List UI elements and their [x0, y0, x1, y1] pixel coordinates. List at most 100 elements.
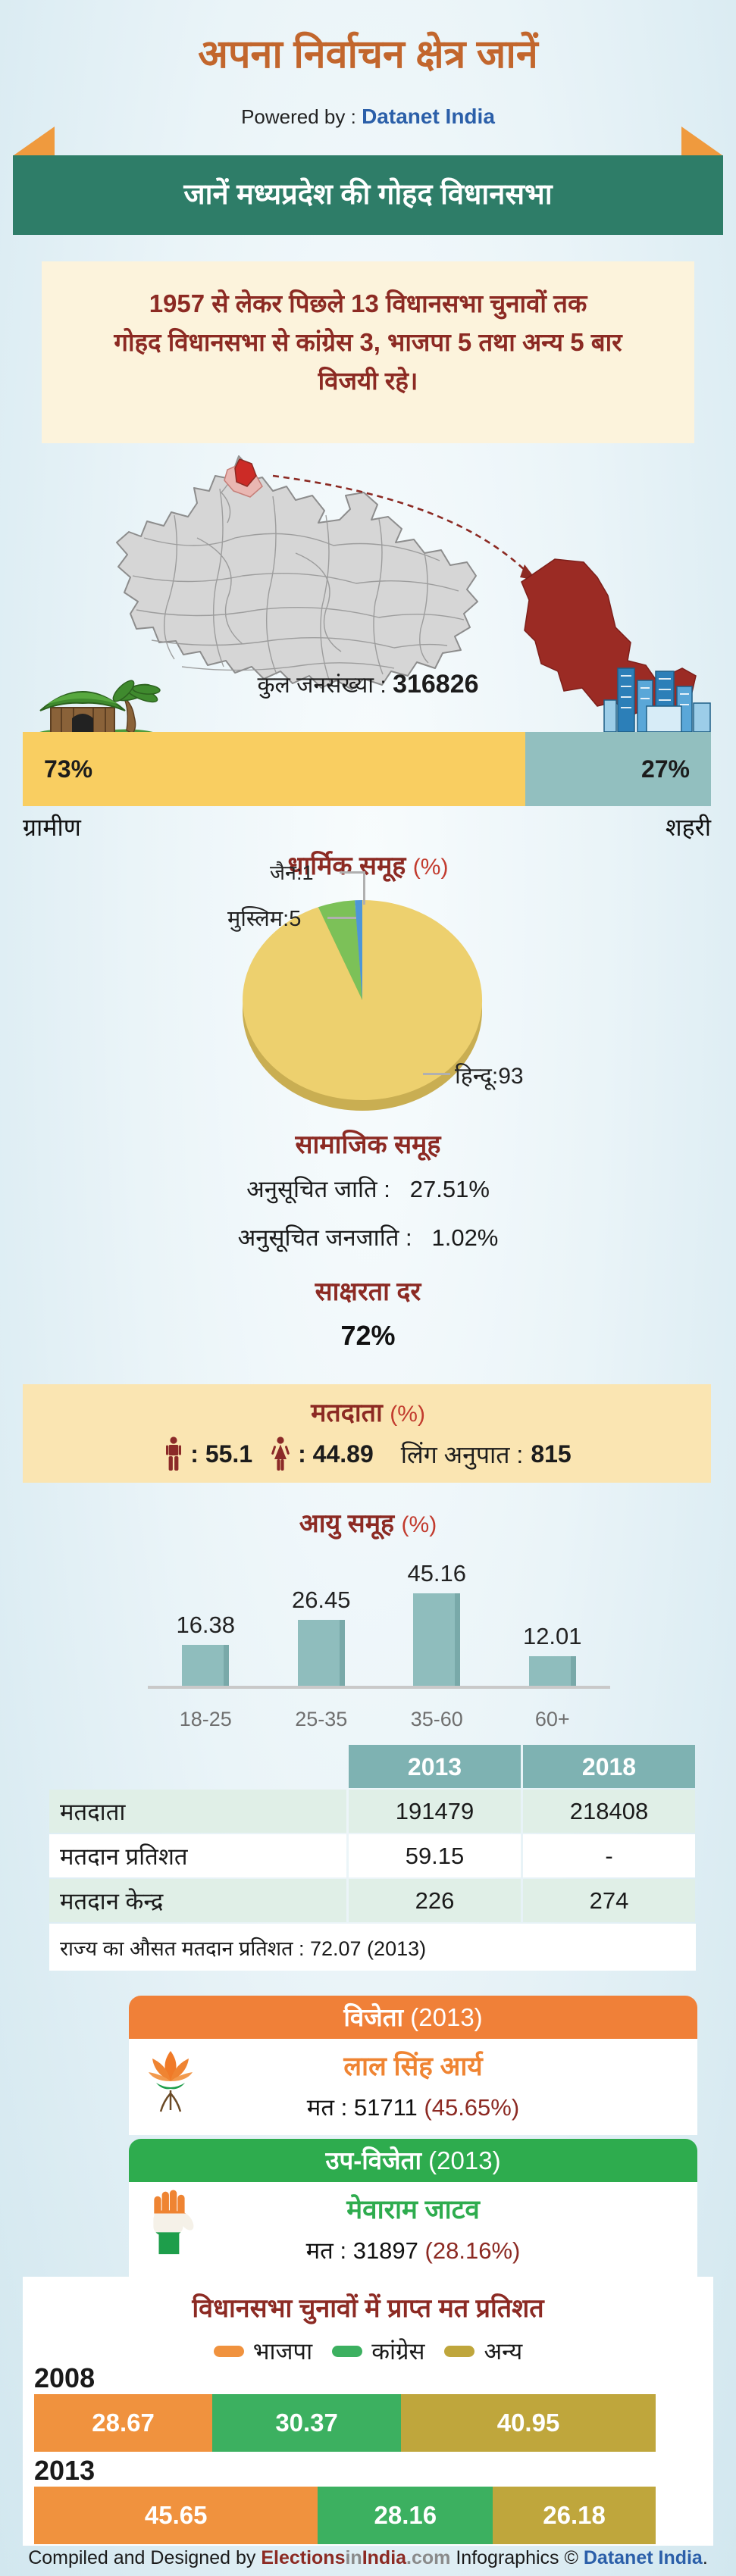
powered-by-label: Powered by :	[241, 105, 356, 128]
pie-slice-muslim	[318, 900, 362, 1000]
age-bar-value: 45.16	[407, 1560, 467, 1587]
pie-label-jain: जैन:1	[270, 861, 314, 884]
constituency-banner: जानें मध्यप्रदेश की गोहद विधानसभा	[13, 155, 723, 235]
age-bar-25-35: 26.45	[283, 1560, 359, 1686]
legend-item-अन्य: अन्य	[444, 2335, 522, 2367]
vote-share-segment-भाजपा: 28.67	[34, 2394, 213, 2452]
madhya-pradesh-map	[116, 455, 478, 690]
voters-box	[23, 1384, 711, 1483]
legend-label: अन्य	[484, 2338, 523, 2365]
legend-item-कांग्रेस: कांग्रेस	[332, 2335, 424, 2367]
urban-label: शहरी	[665, 814, 711, 841]
legend-swatch-icon	[213, 2345, 244, 2357]
age-bar-rect	[413, 1593, 461, 1686]
male-icon	[166, 1436, 182, 1471]
age-group-bar-chart: 16.38 26.45 45.16 12.01 18-25 25-35 35-60 60+	[148, 1557, 610, 1739]
sex-ratio-value: 815	[531, 1440, 572, 1468]
row-value: 191479	[349, 1790, 521, 1833]
pie-label-hindu: हिन्दू:93	[455, 1064, 524, 1089]
age-bar-rect	[297, 1620, 345, 1686]
winner-votes: मत : 51711 (45.65%)	[306, 2094, 520, 2121]
age-chart-axis	[148, 1686, 610, 1689]
powered-by: Powered by : Datanet India	[0, 105, 736, 129]
age-bar-35-60: 45.16	[399, 1560, 474, 1686]
footer-credit: Compiled and Designed by ElectionsinIndi…	[28, 2547, 708, 2568]
age-bar-18-25: 16.38	[168, 1560, 243, 1686]
age-category-label: 35-60	[410, 1708, 463, 1730]
social-title: सामाजिक समूह	[295, 1130, 441, 1159]
rural-pct: 73%	[44, 755, 93, 783]
state-average-note: राज्य का औसत मतदान प्रतिशत : 72.07 (2013…	[49, 1924, 696, 1971]
row-value: 59.15	[349, 1834, 521, 1877]
arrowhead-icon	[520, 564, 537, 580]
hindu-callout-line	[423, 1073, 450, 1075]
vote-share-bar-2013: 45.65 28.16 26.18	[34, 2487, 656, 2544]
vote-share-segment-कांग्रेस: 30.37	[212, 2394, 402, 2452]
village-hut-icon	[34, 680, 161, 739]
page-title: अपना निर्वाचन क्षेत्र जानें	[198, 33, 538, 77]
st-line: अनुसूचित जनजाति : 1.02%	[237, 1224, 499, 1251]
map-pointer-arrow	[272, 474, 530, 575]
gohad-district-highlight	[234, 458, 257, 487]
vote-share-year-label: 2008	[34, 2362, 96, 2393]
male-pct: : 55.1	[190, 1440, 253, 1468]
winner-name: लाल सिंह आर्य	[343, 2052, 483, 2081]
row-value: 226	[349, 1879, 521, 1922]
district-boundaries	[132, 455, 465, 683]
row-label: मतदान प्रतिशत	[49, 1834, 346, 1877]
population-label: कुल जनसंख्या :	[257, 673, 387, 698]
legend-label: भाजपा	[252, 2338, 313, 2365]
voter-stats-table: 2013 2018 मतदाता 191479 218408 मतदान प्रतिश…	[49, 1745, 696, 1971]
bjp-lotus-icon	[149, 2051, 193, 2112]
runner-up-name: मेवाराम जाटव	[346, 2195, 480, 2224]
table-row: मतदान केन्द्र 226 274	[49, 1879, 696, 1922]
rural-segment: 73%	[23, 732, 525, 806]
voters-gender-row: : 55.1 : 44.89 लिंग अनुपात : 815	[0, 1436, 736, 1471]
highlight-cluster	[224, 458, 263, 498]
literacy-value: 72%	[340, 1320, 396, 1351]
age-bar-rect	[182, 1645, 230, 1686]
ribbon-fold-left-icon	[14, 127, 55, 155]
vote-share-legend: भाजपा कांग्रेस अन्य	[0, 2335, 736, 2367]
voters-title: मतदाता (%)	[311, 1399, 425, 1427]
row-value: -	[523, 1834, 695, 1877]
vote-share-year-label: 2013	[34, 2455, 96, 2486]
history-summary-text: 1957 से लेकर पिछले 13 विधानसभा चुनावों त…	[114, 289, 622, 395]
religion-title: धार्मिक समूह (%)	[287, 852, 449, 880]
runner-up-header: उप-विजेता (2013)	[129, 2139, 697, 2182]
total-population: कुल जनसंख्या : 316826	[0, 668, 736, 699]
legend-item-भाजपा: भाजपा	[213, 2335, 313, 2367]
runner-up-body: मेवाराम जाटव मत : 31897 (28.16%)	[129, 2182, 697, 2278]
winner-header: विजेता (2013)	[129, 1996, 697, 2039]
ribbon-fold-right-icon	[681, 127, 722, 155]
urban-pct: 27%	[640, 755, 690, 783]
age-bar-rect	[528, 1656, 576, 1686]
congress-hand-icon	[153, 2190, 194, 2255]
row-label: मतदान केन्द्र	[49, 1879, 346, 1922]
city-buildings-icon	[603, 667, 711, 732]
vote-share-title: विधानसभा चुनावों में प्राप्त मत प्रतिशत	[192, 2294, 544, 2323]
vote-share-segment-भाजपा: 45.65	[34, 2487, 318, 2544]
jain-callout-line	[340, 871, 365, 874]
history-summary-box: 1957 से लेकर पिछले 13 विधानसभा चुनावों त…	[42, 261, 694, 443]
legend-swatch-icon	[444, 2345, 475, 2357]
vote-share-segment-अन्य: 26.18	[493, 2487, 656, 2544]
pie-label-muslim: मुस्लिम:5	[227, 907, 302, 931]
age-bar-value: 12.01	[522, 1623, 582, 1649]
population-value: 316826	[393, 670, 479, 699]
winner-body: लाल सिंह आर्य मत : 51711 (45.65%)	[129, 2039, 697, 2135]
age-title: आयु समूह (%)	[299, 1509, 437, 1538]
datanet-brand: Datanet India	[362, 105, 495, 128]
sex-ratio-label: लिंग अनुपात :	[400, 1440, 524, 1468]
legend-swatch-icon	[332, 2345, 363, 2357]
rural-label: ग्रामीण	[23, 814, 81, 841]
table-header-row: 2013 2018	[49, 1745, 696, 1788]
female-pct: : 44.89	[298, 1440, 374, 1468]
table-row: मतदान प्रतिशत 59.15-	[49, 1834, 696, 1877]
age-category-label: 60+	[534, 1708, 570, 1730]
vote-share-segment-अन्य: 40.95	[401, 2394, 656, 2452]
vote-share-bar-2008: 28.67 30.37 40.95	[34, 2394, 656, 2452]
table-row: मतदाता 191479 218408	[49, 1790, 696, 1833]
row-value: 218408	[523, 1790, 695, 1833]
